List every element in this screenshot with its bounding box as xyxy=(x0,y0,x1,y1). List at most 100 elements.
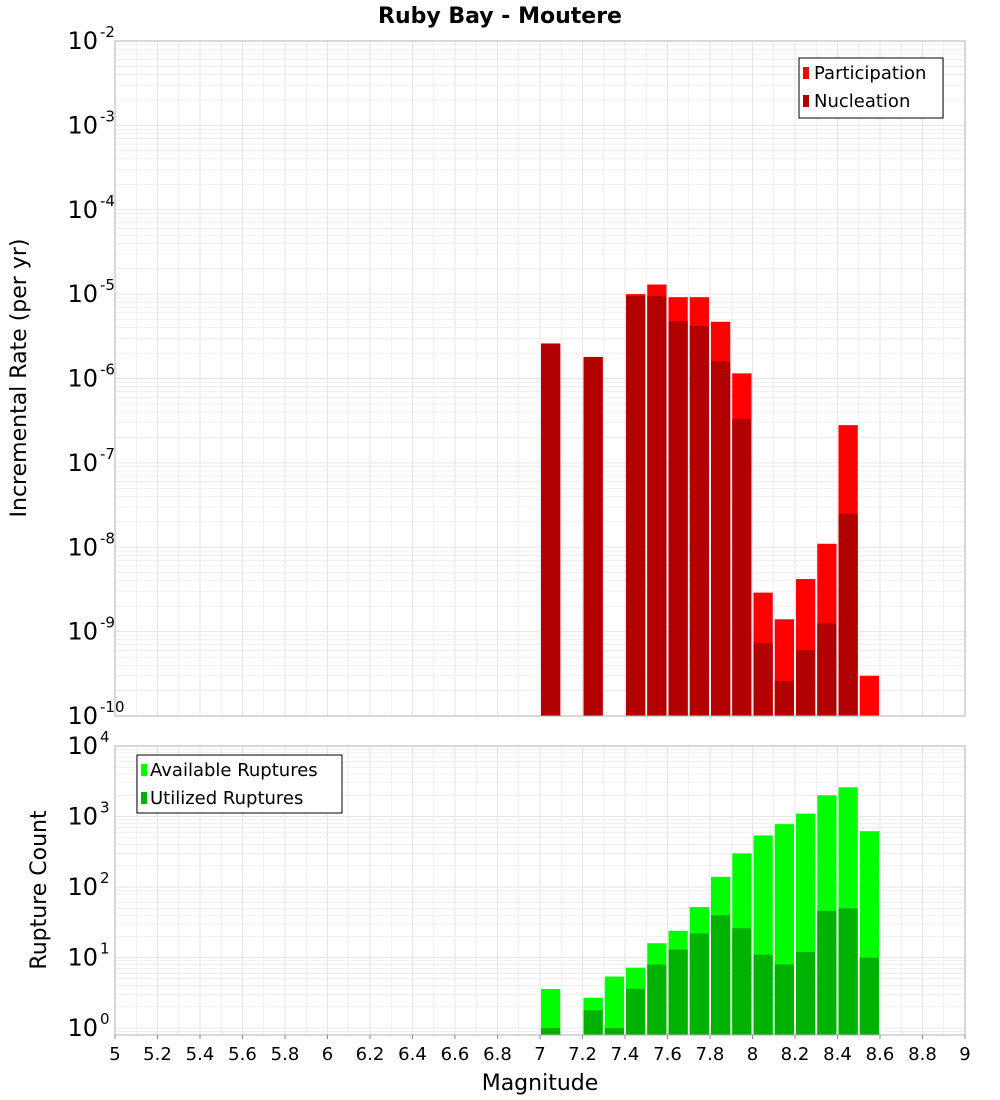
x-tick-label: 8.2 xyxy=(781,1044,810,1065)
count-y-tick-exponent: 0 xyxy=(100,1010,110,1028)
count-legend: Available Ruptures Utilized Ruptures xyxy=(136,754,343,814)
nucleation-bar xyxy=(774,680,794,716)
rate-y-tick-label: 10 xyxy=(67,111,98,139)
utilized-ruptures-bar xyxy=(817,910,837,1035)
x-tick-label: 7.6 xyxy=(653,1044,682,1065)
nucleation-legend-label: Nucleation xyxy=(814,91,910,112)
x-axis-label: Magnitude xyxy=(482,1071,599,1096)
rate-y-tick-exponent: -10 xyxy=(100,698,125,716)
x-tick-label: 7.8 xyxy=(696,1044,725,1065)
utilized-legend-swatch xyxy=(141,792,147,804)
rate-legend: Participation Nucleation xyxy=(798,57,944,119)
count-legend-box xyxy=(136,754,343,814)
utilized-ruptures-bar xyxy=(626,988,646,1035)
nucleation-bar xyxy=(626,296,646,716)
nucleation-bar xyxy=(668,321,688,716)
rate-y-tick-label: 10 xyxy=(67,449,98,477)
magnitude-x-ticks: 5 5.2 5.4 5.6 5.8 6 6.2 6.4 6.6 6.8 7 7.2 7.4 7.6 7.8 8… xyxy=(109,1035,971,1065)
x-tick-label: 6.6 xyxy=(441,1044,470,1065)
x-tick-label: 6.8 xyxy=(483,1044,512,1065)
rate-y-tick-exponent: -2 xyxy=(100,23,115,41)
rate-y-tick-label: 10 xyxy=(67,196,98,224)
rate-y-tick-label: 10 xyxy=(67,533,98,561)
nucleation-bar xyxy=(796,650,816,716)
utilized-ruptures-bar xyxy=(604,1028,624,1035)
x-tick-label: 6.2 xyxy=(356,1044,385,1065)
x-tick-label: 5.2 xyxy=(143,1044,172,1065)
participation-legend-swatch xyxy=(803,67,809,79)
rate-y-tick-exponent: -4 xyxy=(100,192,115,210)
rate-y-tick-label: 10 xyxy=(67,27,98,55)
rate-y-tick-exponent: -7 xyxy=(100,445,115,463)
utilized-ruptures-bar xyxy=(647,964,667,1035)
x-tick-label: 8.8 xyxy=(908,1044,937,1065)
utilized-ruptures-bar xyxy=(668,949,688,1035)
rate-y-tick-label: 10 xyxy=(67,618,98,646)
rate-y-tick-exponent: -3 xyxy=(100,107,115,125)
rate-panel-frame xyxy=(114,40,966,717)
x-tick-label: 7.4 xyxy=(611,1044,640,1065)
utilized-ruptures-bar xyxy=(774,964,794,1035)
rate-y-tick-exponent: -5 xyxy=(100,276,115,294)
rate-y-axis-label: Incremental Rate (per yr) xyxy=(7,239,32,518)
rate-y-tick-label: 10 xyxy=(67,702,98,730)
nucleation-bar xyxy=(689,325,709,716)
participation-legend-label: Participation xyxy=(814,63,926,84)
nucleation-bar xyxy=(647,296,667,716)
x-tick-label: 7.2 xyxy=(568,1044,597,1065)
utilized-ruptures-bar xyxy=(732,928,752,1035)
count-y-tick-label: 10 xyxy=(67,1014,98,1042)
available-legend-swatch xyxy=(141,764,147,776)
count-y-tick-label: 10 xyxy=(67,732,98,760)
rate-panel-bars xyxy=(541,284,879,716)
nucleation-bar xyxy=(817,623,837,716)
x-tick-label: 5.8 xyxy=(271,1044,300,1065)
rate-y-tick-exponent: -6 xyxy=(100,361,115,379)
nucleation-bar xyxy=(541,343,561,716)
nucleation-bar xyxy=(732,419,752,716)
count-y-tick-exponent: 1 xyxy=(100,940,110,958)
x-tick-label: 8.4 xyxy=(823,1044,852,1065)
nucleation-legend-swatch xyxy=(803,95,809,107)
x-tick-label: 6 xyxy=(322,1044,333,1065)
utilized-ruptures-bar xyxy=(541,1028,561,1035)
utilized-ruptures-bar xyxy=(753,954,773,1035)
utilized-ruptures-bar xyxy=(711,915,731,1035)
nucleation-bar xyxy=(838,513,858,716)
x-tick-label: 7 xyxy=(534,1044,545,1065)
utilized-ruptures-bar xyxy=(689,933,709,1035)
x-tick-label: 5.6 xyxy=(228,1044,257,1065)
utilized-ruptures-bar xyxy=(583,1010,603,1035)
available-ruptures-bar xyxy=(541,988,561,1035)
rate-panel: 10-210-310-410-510-610-710-810-910-10 In… xyxy=(7,23,966,730)
x-tick-label: 6.4 xyxy=(398,1044,427,1065)
available-ruptures-bar xyxy=(604,976,624,1035)
utilized-ruptures-bar xyxy=(796,952,816,1035)
x-tick-label: 8.6 xyxy=(866,1044,895,1065)
count-panel-bars xyxy=(541,787,879,1035)
count-y-tick-exponent: 3 xyxy=(100,799,110,817)
rate-y-tick-label: 10 xyxy=(67,280,98,308)
chart-title: Ruby Bay - Moutere xyxy=(378,4,622,29)
rate-y-ticks: 10-210-310-410-510-610-710-810-910-10 xyxy=(67,23,124,730)
count-y-tick-exponent: 2 xyxy=(100,869,110,887)
count-y-tick-label: 10 xyxy=(67,944,98,972)
count-y-tick-exponent: 4 xyxy=(100,728,110,746)
count-y-tick-label: 10 xyxy=(67,873,98,901)
count-y-axis-label: Rupture Count xyxy=(27,810,52,970)
rate-y-tick-label: 10 xyxy=(67,365,98,393)
rate-panel-grid xyxy=(114,41,966,717)
x-tick-label: 8 xyxy=(747,1044,758,1065)
nucleation-bar xyxy=(711,361,731,716)
participation-bar xyxy=(859,675,879,716)
x-tick-label: 5.4 xyxy=(186,1044,215,1065)
nucleation-bar xyxy=(583,356,603,716)
count-y-tick-label: 10 xyxy=(67,803,98,831)
utilized-ruptures-bar xyxy=(838,908,858,1035)
rate-y-tick-exponent: -9 xyxy=(100,614,115,632)
nucleation-bar xyxy=(753,643,773,716)
x-tick-label: 9 xyxy=(959,1044,970,1065)
